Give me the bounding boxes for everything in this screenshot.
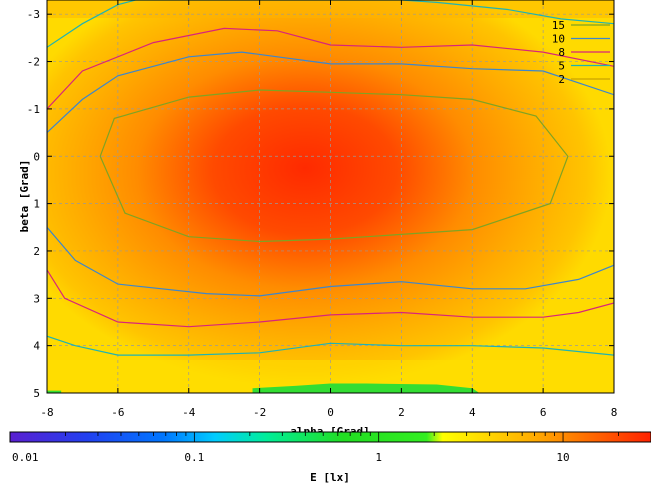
colorbar-tick-label: 1 bbox=[375, 451, 382, 464]
x-tick-label: 0 bbox=[327, 406, 334, 419]
x-tick-label: -2 bbox=[253, 406, 266, 419]
legend-label: 2 bbox=[558, 73, 565, 86]
x-tick-label: -4 bbox=[182, 406, 196, 419]
x-tick-label: -8 bbox=[40, 406, 53, 419]
contour-line-5 bbox=[47, 0, 614, 356]
y-tick-label: 1 bbox=[33, 198, 40, 211]
contour-line-10 bbox=[47, 51, 614, 297]
legend-label: 15 bbox=[552, 19, 565, 32]
y-tick-labels: -3 -2 -1 0 1 2 3 4 5 bbox=[27, 8, 614, 400]
y-tick-label: 2 bbox=[33, 245, 40, 258]
legend-label: 10 bbox=[552, 33, 565, 46]
low-value-patch bbox=[47, 390, 62, 393]
colorbar-label: E [lx] bbox=[310, 471, 350, 483]
y-tick-label: 4 bbox=[33, 340, 40, 353]
x-tick-label: 2 bbox=[398, 406, 405, 419]
x-tick-label: 8 bbox=[611, 406, 618, 419]
x-tick-label: 6 bbox=[540, 406, 547, 419]
legend-label: 8 bbox=[558, 46, 565, 59]
contour-line-8 bbox=[47, 27, 614, 328]
low-value-patch bbox=[252, 383, 480, 393]
colorbar: 0.01 0.1 1 10 bbox=[9, 431, 651, 464]
y-tick-label: 0 bbox=[33, 150, 40, 163]
colorbar-tick-label: 0.01 bbox=[12, 451, 39, 464]
legend-label: 5 bbox=[558, 60, 565, 73]
colorbar-ticks: 0.01 0.1 1 10 bbox=[9, 432, 651, 464]
y-tick-label: 5 bbox=[33, 387, 40, 400]
grid-lines bbox=[47, 0, 614, 393]
x-tick-labels: -8 -6 -4 -2 0 2 4 6 8 bbox=[40, 0, 617, 419]
low-value-patches bbox=[47, 383, 480, 393]
y-tick-label: -1 bbox=[27, 103, 40, 116]
y-tick-label: -3 bbox=[27, 8, 40, 21]
x-tick-label: 4 bbox=[469, 406, 476, 419]
y-tick-label: 3 bbox=[33, 292, 40, 305]
plot-area bbox=[47, 0, 614, 393]
colorbar-tick-label: 10 bbox=[556, 451, 569, 464]
contour-lines bbox=[47, 0, 614, 356]
colorbar-tick-label: 0.1 bbox=[184, 451, 204, 464]
y-tick-label: -2 bbox=[27, 56, 40, 69]
contour-line-15 bbox=[99, 89, 569, 243]
y-axis-label: beta [Grad] bbox=[18, 160, 31, 233]
x-tick-label: -6 bbox=[111, 406, 124, 419]
heatmap-field bbox=[47, 0, 614, 393]
